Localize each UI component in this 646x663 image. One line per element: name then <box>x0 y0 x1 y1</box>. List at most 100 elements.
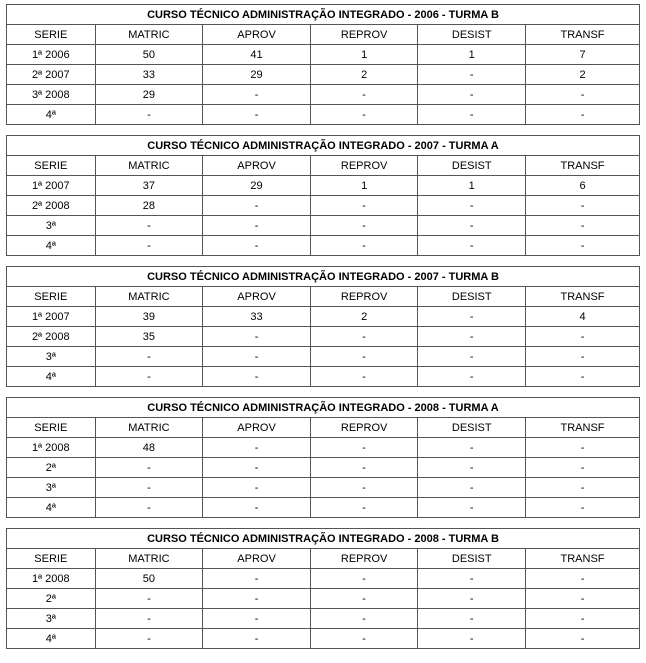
column-header: SERIE <box>7 418 96 438</box>
cell-reprov: 2 <box>310 307 418 327</box>
column-header: APROV <box>203 549 311 569</box>
cell-desist: - <box>418 589 526 609</box>
column-header: MATRIC <box>95 25 203 45</box>
cell-serie: 2ª <box>7 458 96 478</box>
cell-matric: 33 <box>95 65 203 85</box>
cell-aprov: - <box>203 569 311 589</box>
cell-reprov: - <box>310 458 418 478</box>
column-header: SERIE <box>7 156 96 176</box>
cell-aprov: - <box>203 458 311 478</box>
cell-aprov: - <box>203 478 311 498</box>
cell-matric: - <box>95 367 203 387</box>
cell-transf: 2 <box>526 65 640 85</box>
cell-reprov: 2 <box>310 65 418 85</box>
column-header: APROV <box>203 418 311 438</box>
cell-matric: 50 <box>95 45 203 65</box>
cell-serie: 2ª 2008 <box>7 196 96 216</box>
cell-aprov: - <box>203 196 311 216</box>
column-header: MATRIC <box>95 418 203 438</box>
cell-aprov: 29 <box>203 176 311 196</box>
cell-reprov: 1 <box>310 176 418 196</box>
table-title: CURSO TÉCNICO ADMINISTRAÇÃO INTEGRADO - … <box>7 529 640 549</box>
table-row: 2ª----- <box>7 589 640 609</box>
table-row: 3ª----- <box>7 347 640 367</box>
table-row: 2ª 200828---- <box>7 196 640 216</box>
cell-aprov: 41 <box>203 45 311 65</box>
cell-serie: 3ª <box>7 478 96 498</box>
cell-reprov: - <box>310 438 418 458</box>
cell-matric: 35 <box>95 327 203 347</box>
cell-desist: - <box>418 458 526 478</box>
cell-desist: - <box>418 65 526 85</box>
cell-transf: - <box>526 629 640 649</box>
cell-serie: 1ª 2008 <box>7 438 96 458</box>
table-row: 1ª 20073729116 <box>7 176 640 196</box>
cell-serie: 1ª 2007 <box>7 176 96 196</box>
table-title: CURSO TÉCNICO ADMINISTRAÇÃO INTEGRADO - … <box>7 5 640 25</box>
cell-reprov: 1 <box>310 45 418 65</box>
column-header: TRANSF <box>526 418 640 438</box>
cell-matric: - <box>95 216 203 236</box>
column-header: REPROV <box>310 25 418 45</box>
cell-aprov: - <box>203 85 311 105</box>
cell-desist: 1 <box>418 176 526 196</box>
cell-matric: 50 <box>95 569 203 589</box>
column-header: SERIE <box>7 25 96 45</box>
cell-transf: - <box>526 478 640 498</box>
table-row: 2ª 200835---- <box>7 327 640 347</box>
column-header: REPROV <box>310 287 418 307</box>
cell-matric: 39 <box>95 307 203 327</box>
cell-desist: - <box>418 629 526 649</box>
cell-matric: - <box>95 589 203 609</box>
table-row: 2ª 200733292-2 <box>7 65 640 85</box>
cell-matric: 29 <box>95 85 203 105</box>
column-header: REPROV <box>310 418 418 438</box>
table-row: 2ª----- <box>7 458 640 478</box>
cell-transf: - <box>526 196 640 216</box>
cell-desist: - <box>418 478 526 498</box>
cell-transf: - <box>526 438 640 458</box>
cell-matric: - <box>95 236 203 256</box>
table-row: 1ª 200850---- <box>7 569 640 589</box>
course-table: CURSO TÉCNICO ADMINISTRAÇÃO INTEGRADO - … <box>6 4 640 125</box>
cell-reprov: - <box>310 347 418 367</box>
column-header: DESIST <box>418 287 526 307</box>
cell-reprov: - <box>310 629 418 649</box>
table-row: 3ª----- <box>7 609 640 629</box>
cell-transf: 4 <box>526 307 640 327</box>
table-row: 1ª 200739332-4 <box>7 307 640 327</box>
column-header: MATRIC <box>95 156 203 176</box>
cell-aprov: - <box>203 236 311 256</box>
table-title: CURSO TÉCNICO ADMINISTRAÇÃO INTEGRADO - … <box>7 136 640 156</box>
table-title: CURSO TÉCNICO ADMINISTRAÇÃO INTEGRADO - … <box>7 267 640 287</box>
cell-matric: - <box>95 478 203 498</box>
column-header: MATRIC <box>95 287 203 307</box>
column-header: TRANSF <box>526 287 640 307</box>
table-row: 3ª 200829---- <box>7 85 640 105</box>
cell-desist: - <box>418 569 526 589</box>
table-row: 4ª----- <box>7 105 640 125</box>
cell-reprov: - <box>310 105 418 125</box>
cell-desist: 1 <box>418 45 526 65</box>
cell-serie: 2ª 2007 <box>7 65 96 85</box>
cell-serie: 3ª <box>7 216 96 236</box>
cell-desist: - <box>418 498 526 518</box>
cell-transf: - <box>526 105 640 125</box>
cell-desist: - <box>418 85 526 105</box>
course-table: CURSO TÉCNICO ADMINISTRAÇÃO INTEGRADO - … <box>6 135 640 256</box>
table-row: 3ª----- <box>7 216 640 236</box>
column-header: REPROV <box>310 549 418 569</box>
cell-matric: - <box>95 347 203 367</box>
cell-serie: 4ª <box>7 236 96 256</box>
cell-reprov: - <box>310 367 418 387</box>
column-header: TRANSF <box>526 156 640 176</box>
column-header: DESIST <box>418 418 526 438</box>
column-header: APROV <box>203 156 311 176</box>
cell-transf: - <box>526 216 640 236</box>
column-header: DESIST <box>418 549 526 569</box>
column-header: TRANSF <box>526 25 640 45</box>
course-table: CURSO TÉCNICO ADMINISTRAÇÃO INTEGRADO - … <box>6 397 640 518</box>
cell-reprov: - <box>310 216 418 236</box>
cell-transf: - <box>526 327 640 347</box>
cell-transf: - <box>526 609 640 629</box>
